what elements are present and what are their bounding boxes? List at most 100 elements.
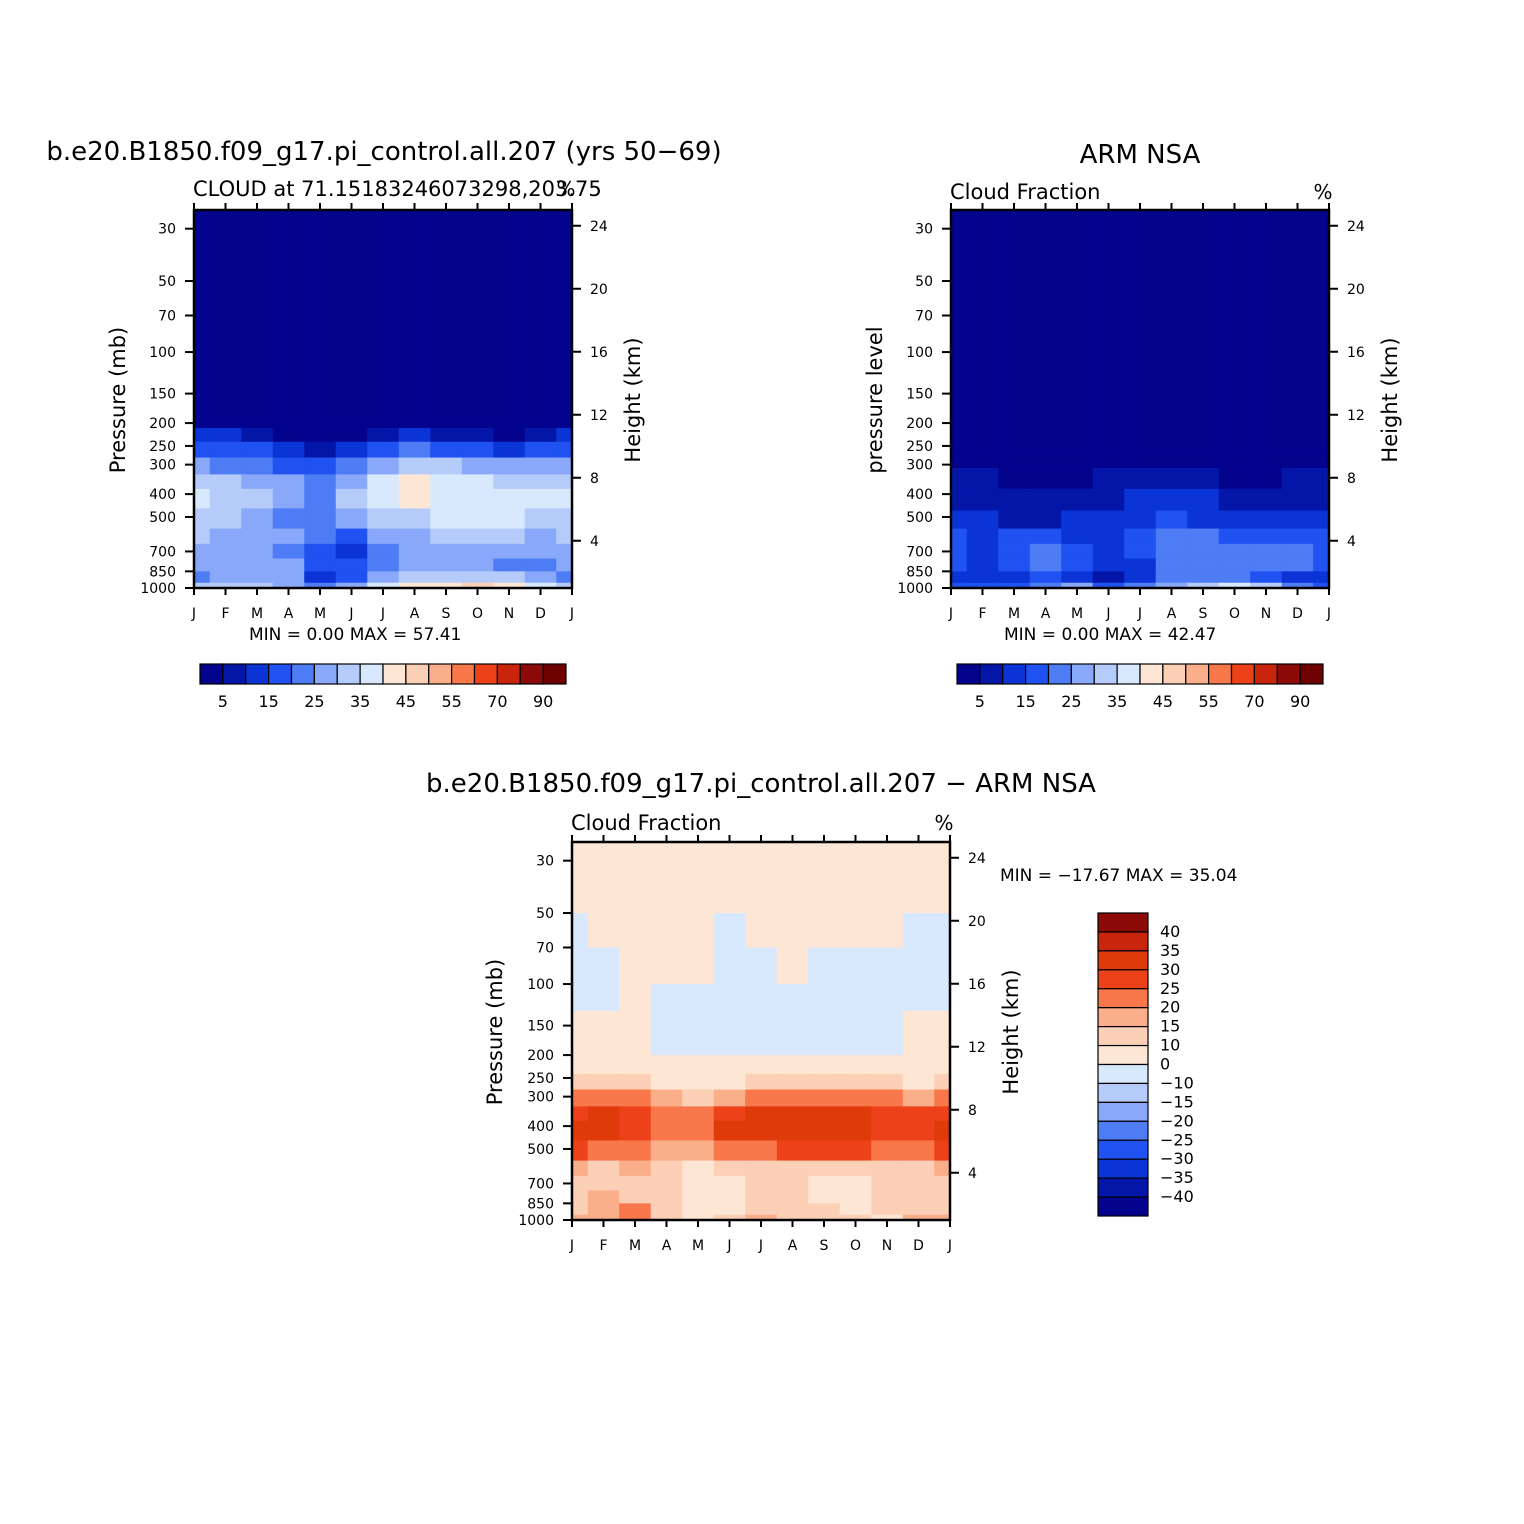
contour-cell [808,984,841,1012]
contour-cell [241,428,274,443]
contour-cell [1061,528,1094,545]
contour-cell [398,543,431,560]
contour-cell [745,1089,778,1107]
contour-cell [619,984,652,1012]
colorbar-swatch [1047,663,1072,685]
contour-cell [619,1010,652,1056]
contour-cell [1061,449,1094,469]
contour-cell [556,428,572,443]
contour-cell [808,1175,841,1192]
contour-cell [1218,582,1251,588]
y-tick-label: 30 [158,222,176,238]
contour-cell [902,1073,935,1091]
contour-cell [272,528,305,545]
colorbar-swatch [1097,1177,1149,1198]
y-tick-label: 300 [906,458,933,474]
colorbar-swatch [1097,1082,1149,1103]
contour-cell [587,1010,620,1056]
unit-label: % [1313,180,1332,204]
contour-cell [572,1120,589,1142]
contour-cell [902,1160,935,1177]
panel-2: J F M A M J J A S O N D J 30 50 70 100 150 200 250 300 400 500… [863,140,1402,711]
contour-cell [682,947,715,985]
contour-cell [1281,488,1314,512]
contour-field [572,842,950,1220]
panel-1: J F M A M J J A S O N D J 30 50 70 100 150 200 250 300 400 500… [46,137,721,711]
contour-cell [776,913,809,949]
contour-cell [808,1203,841,1216]
contour-cell [682,1010,715,1056]
y-tick-label: 400 [906,487,933,503]
colorbar-label: 15 [258,692,278,711]
contour-cell [335,558,368,572]
height-tick-label: 8 [1347,471,1356,487]
contour-cell [241,543,274,560]
contour-cell [1092,210,1125,451]
colorbar-label: −10 [1160,1073,1194,1092]
contour-cell [871,1140,904,1162]
colorbar-label: 35 [1107,692,1127,711]
contour-cell [650,913,683,949]
contour-cell [1029,543,1062,560]
contour-cell [430,528,463,545]
contour-field [194,210,572,588]
contour-cell [619,1214,652,1220]
contour-cell [587,1190,620,1204]
contour-cell [209,417,242,429]
contour-cell [1313,571,1329,584]
contour-cell [1218,467,1251,490]
contour-cell [1155,571,1188,584]
colorbar-swatch [1093,663,1118,685]
contour-cell [430,457,463,475]
colorbar-swatch [1116,663,1141,685]
colorbar-label: 25 [1061,692,1081,711]
y-tick-label: 30 [915,222,933,238]
contour-cell [650,1073,683,1091]
contour-cell [619,1160,652,1177]
chart-title: ARM NSA [1080,140,1201,170]
colorbar-swatch [1185,663,1210,685]
contour-cell [194,508,211,530]
contour-cell [650,1175,683,1192]
colorbar-label: −30 [1160,1149,1194,1168]
contour-cell [493,582,526,588]
contour-cell [430,543,463,560]
contour-cell [556,543,572,560]
y-tick-label: 30 [536,854,554,870]
height-tick-label: 20 [1347,282,1365,298]
contour-cell [682,1055,715,1075]
contour-cell [650,1160,683,1177]
contour-cell [572,1106,589,1122]
contour-cell [619,913,652,949]
contour-cell [335,210,368,419]
contour-cell [808,1214,841,1220]
contour-cell [745,947,778,985]
colorbar-swatch [1025,663,1050,685]
contour-cell [1092,558,1125,572]
contour-cell [587,913,620,949]
contour-cell [194,428,211,443]
contour-cell [493,474,526,490]
contour-field [951,210,1329,588]
contour-cell [951,449,968,469]
height-tick-label: 24 [968,851,986,867]
contour-cell [713,1214,746,1220]
contour-cell [1155,488,1188,512]
x-tick-label: D [1292,606,1303,622]
contour-cell [1218,528,1251,545]
colorbar-label: 55 [1198,692,1218,711]
y-tick-label: 200 [149,416,176,432]
x-tick-label: M [1071,606,1083,622]
contour-cell [998,467,1031,490]
contour-cell [398,210,431,419]
contour-cell [209,543,242,560]
contour-cell [272,474,305,490]
contour-cell [272,417,305,429]
contour-cell [1029,210,1062,451]
contour-cell [776,1089,809,1107]
contour-cell [272,428,305,443]
contour-cell [572,1175,589,1192]
contour-cell [713,1055,746,1075]
contour-cell [1281,543,1314,560]
contour-cell [1092,510,1125,530]
